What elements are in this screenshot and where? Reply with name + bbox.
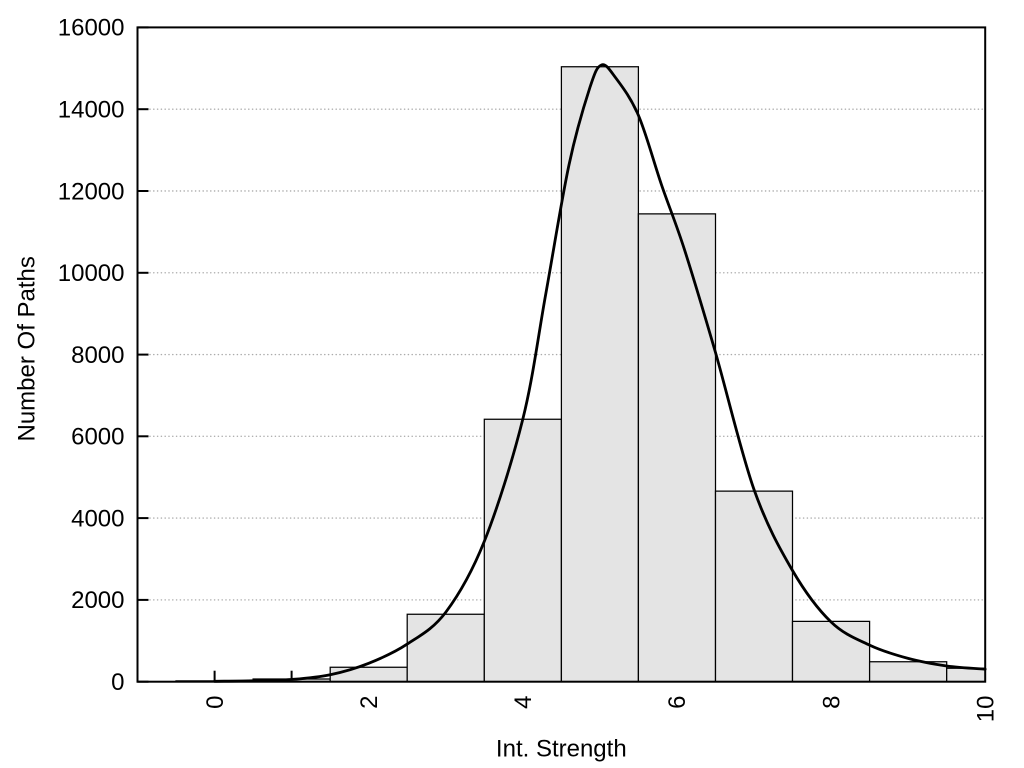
svg-text:14000: 14000 (58, 97, 125, 124)
svg-text:Number Of Paths: Number Of Paths (14, 256, 41, 441)
svg-text:0: 0 (111, 669, 124, 696)
svg-text:10: 10 (973, 696, 1000, 723)
svg-text:12000: 12000 (58, 178, 125, 205)
svg-text:4000: 4000 (71, 505, 124, 532)
svg-text:4: 4 (510, 696, 537, 709)
svg-text:2: 2 (356, 696, 383, 709)
svg-text:0: 0 (202, 696, 229, 709)
svg-text:16000: 16000 (58, 15, 125, 42)
svg-text:6000: 6000 (71, 424, 124, 451)
svg-text:2000: 2000 (71, 587, 124, 614)
svg-text:Int. Strength: Int. Strength (496, 736, 627, 763)
svg-text:8: 8 (818, 696, 845, 709)
svg-text:10000: 10000 (58, 260, 125, 287)
svg-text:6: 6 (664, 696, 691, 709)
svg-text:8000: 8000 (71, 342, 124, 369)
